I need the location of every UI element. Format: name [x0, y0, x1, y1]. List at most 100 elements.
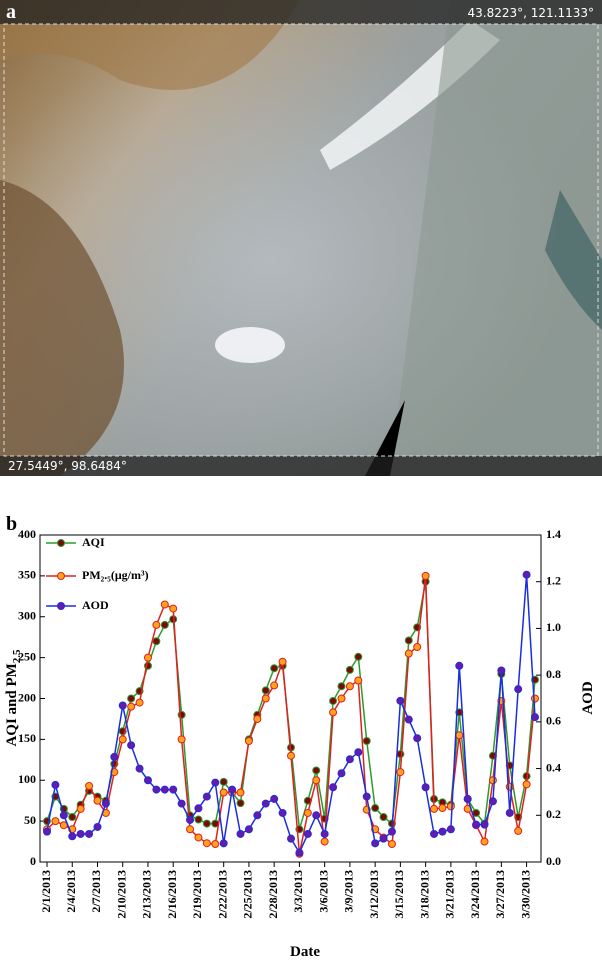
data-point [514, 826, 523, 835]
legend-label: AQI [82, 535, 105, 549]
data-point [531, 713, 539, 722]
data-point [211, 840, 220, 849]
panel-label: a [6, 1, 16, 23]
data-point [337, 694, 346, 703]
data-point [354, 748, 363, 757]
data-point [219, 788, 228, 797]
data-point [497, 666, 506, 675]
data-point [387, 840, 396, 849]
data-point [522, 780, 531, 789]
data-point [51, 780, 60, 789]
plot-frame [39, 534, 542, 863]
panel-label: b [6, 513, 17, 535]
data-point [379, 834, 388, 843]
data-point [430, 829, 439, 838]
data-point [152, 637, 161, 646]
data-point [143, 776, 152, 785]
x-tick-label: 3/30/2013 [518, 870, 532, 919]
data-point [194, 804, 203, 813]
data-point [186, 825, 195, 834]
data-point [438, 827, 447, 836]
data-point [253, 714, 262, 723]
data-point [51, 817, 60, 826]
y2-tick-label: 0.2 [546, 807, 561, 821]
data-point [354, 676, 363, 685]
data-point [160, 620, 169, 629]
satellite-image [0, 0, 602, 476]
y2-tick-label: 0.6 [546, 714, 561, 728]
data-point [261, 694, 270, 703]
data-point [337, 769, 346, 778]
data-point [118, 735, 127, 744]
data-point [421, 571, 430, 580]
x-tick-label: 2/16/2013 [165, 870, 179, 919]
legend-label: AOD [82, 598, 109, 612]
y2-tick-label: 1.2 [546, 573, 561, 587]
x-tick-label: 2/10/2013 [114, 870, 128, 919]
y2-tick-label: 0.0 [546, 854, 561, 868]
y2-axis-title: AOD [580, 681, 596, 715]
data-point [169, 604, 178, 613]
legend-label: PM₂.₅(μg/m³) [82, 568, 149, 582]
data-point [396, 696, 405, 705]
data-point [253, 811, 262, 820]
y-axis-title-main: AQI and PM [4, 663, 20, 746]
data-point [396, 768, 405, 777]
y-tick-label: 300 [18, 609, 36, 623]
data-point [446, 802, 455, 811]
data-point [43, 827, 51, 836]
x-tick-label: 3/6/2013 [316, 870, 330, 913]
data-point [93, 822, 102, 831]
x-tick-label: 3/27/2013 [493, 870, 507, 919]
data-point [68, 813, 77, 822]
data-point [430, 804, 439, 813]
data-point [135, 764, 144, 773]
data-point [219, 839, 228, 848]
coordinate: 27.5449°, 98.6484° [8, 459, 127, 473]
x-tick-label: 3/3/2013 [291, 870, 305, 913]
data-point [287, 834, 295, 843]
data-point [186, 815, 195, 824]
data-point [455, 661, 464, 670]
y2-tick-label: 0.8 [546, 667, 561, 681]
data-point [404, 636, 413, 645]
x-tick-label: 2/7/2013 [89, 870, 103, 913]
data-point [202, 819, 211, 828]
data-point [236, 788, 245, 797]
y-tick-label: 400 [18, 527, 36, 541]
data-point [514, 685, 523, 694]
data-point [278, 808, 287, 817]
data-point [236, 829, 245, 838]
data-point [101, 799, 110, 808]
data-point [488, 776, 497, 785]
data-point [320, 837, 329, 846]
data-point [446, 825, 455, 834]
data-point [85, 781, 94, 790]
data-point [270, 794, 279, 803]
y-tick-label: 50 [24, 813, 36, 827]
legend-marker [57, 572, 65, 580]
data-point [152, 620, 161, 629]
data-point [152, 785, 161, 794]
data-point [404, 715, 413, 724]
data-point [270, 664, 279, 673]
data-point [236, 799, 245, 808]
data-point [455, 731, 464, 740]
data-point [68, 832, 77, 841]
data-point [93, 796, 102, 805]
legend-marker [57, 539, 65, 547]
data-point [312, 766, 321, 775]
data-point [202, 839, 211, 848]
data-point [110, 752, 119, 761]
y-tick-label: 100 [18, 772, 36, 786]
y2-tick-label: 1.4 [546, 527, 561, 541]
y-tick-label: 250 [18, 649, 36, 663]
data-point [404, 649, 413, 658]
data-point [337, 682, 346, 691]
data-point [59, 811, 68, 820]
data-point [76, 829, 85, 838]
data-point [76, 804, 85, 813]
data-point [219, 777, 228, 786]
